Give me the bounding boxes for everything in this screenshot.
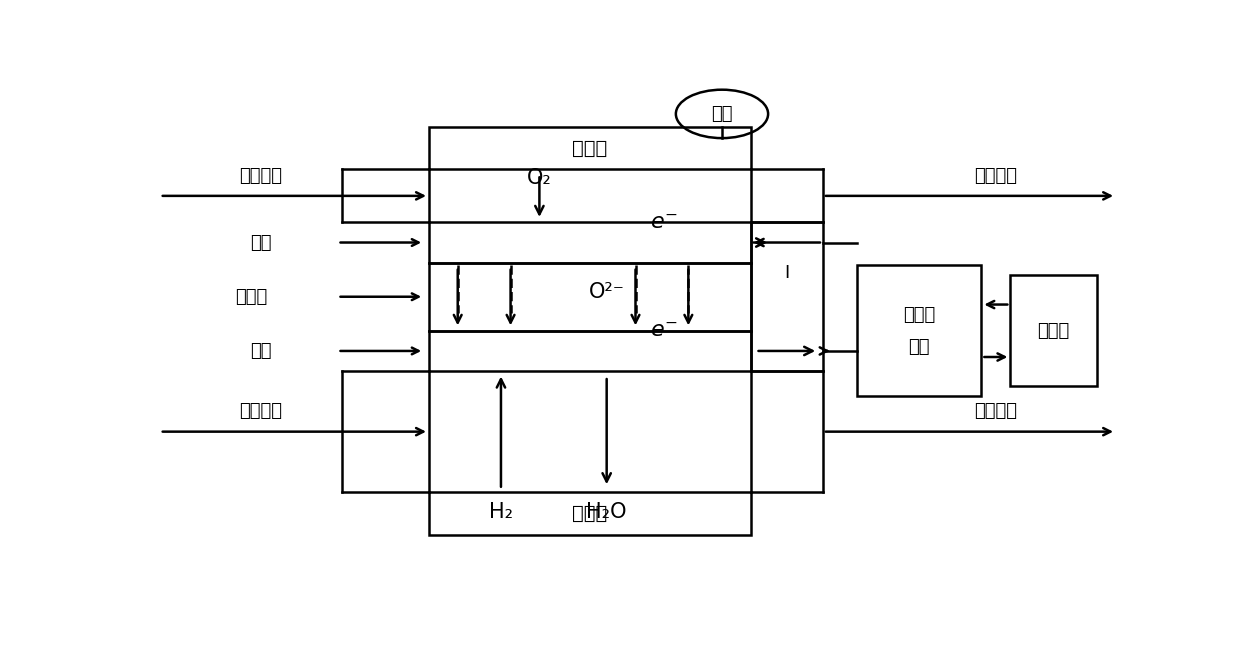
Text: H₂: H₂	[489, 502, 513, 522]
Bar	[429, 126, 750, 170]
Text: 连接体: 连接体	[572, 504, 608, 523]
Text: 阳极: 阳极	[250, 342, 272, 360]
Text: 制器: 制器	[908, 337, 930, 356]
Text: O₂: O₂	[527, 168, 552, 188]
Text: 燃料流入: 燃料流入	[239, 402, 283, 421]
Text: O²⁻: O²⁻	[589, 282, 625, 302]
Text: H₂O: H₂O	[587, 502, 627, 522]
Text: 温度: 温度	[712, 105, 733, 123]
Text: 燃料流出: 燃料流出	[975, 402, 1017, 421]
Text: 电解质: 电解质	[234, 288, 268, 306]
Bar	[1011, 275, 1096, 386]
Text: 空气流出: 空气流出	[975, 166, 1017, 185]
Text: I: I	[784, 264, 790, 282]
Text: 空气流入: 空气流入	[239, 166, 283, 185]
Bar	[429, 492, 750, 535]
Text: 连接体: 连接体	[572, 138, 608, 157]
Bar	[751, 222, 823, 371]
Text: 外电路: 外电路	[1038, 322, 1070, 340]
Text: 功率控: 功率控	[903, 306, 935, 324]
Text: $e^{-}$: $e^{-}$	[650, 321, 678, 341]
Bar	[857, 265, 982, 396]
Text: $e^{-}$: $e^{-}$	[650, 212, 678, 233]
Text: 阴极: 阴极	[250, 234, 272, 252]
